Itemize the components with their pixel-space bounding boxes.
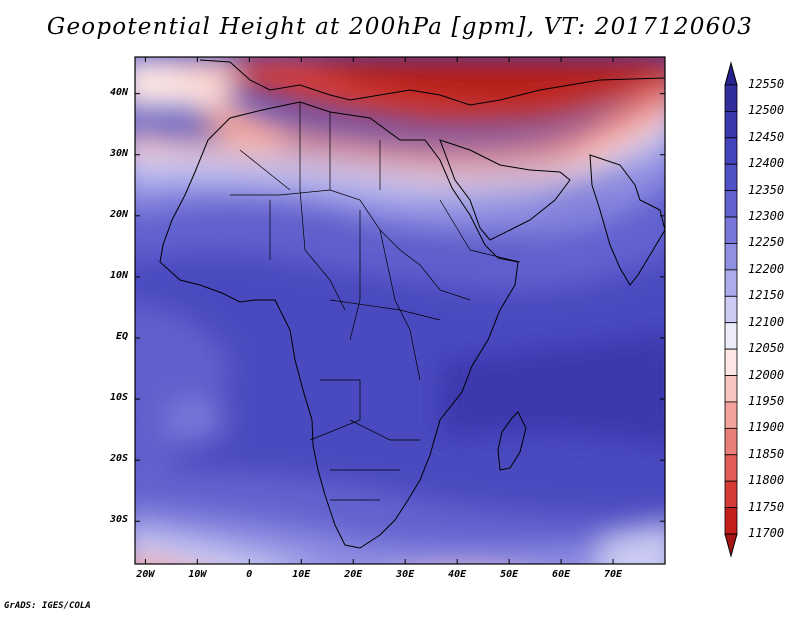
lon-tick-label: 40E: [448, 569, 467, 580]
colorbar-box: [724, 84, 738, 112]
credit-text: GrADS: IGES/COLA: [4, 601, 91, 611]
colorbar-level-label: 12150: [748, 288, 785, 303]
lon-tick-label: 10W: [188, 569, 207, 580]
colorbar-box: [724, 375, 738, 403]
colorbar-level-label: 11900: [748, 420, 785, 435]
colorbar-level-label: 11850: [748, 446, 785, 461]
colorbar-box: [724, 295, 738, 324]
map-title: Geopotential Height at 200hPa [gpm], VT:…: [46, 14, 754, 40]
colorbar-box: [724, 454, 738, 482]
lon-tick-label: 50E: [500, 569, 519, 580]
colorbar-level-label: 12350: [748, 182, 785, 197]
colorbar-level-label: 12450: [748, 129, 785, 144]
colorbar-box: [724, 137, 738, 165]
africa-coastline: [159, 101, 519, 549]
colorbar-box: [724, 111, 738, 139]
colorbar: [724, 61, 738, 558]
madagascar-coastline: [497, 411, 527, 471]
lon-tick-label: 20E: [344, 569, 363, 580]
colorbar-top-arrow: [724, 61, 738, 86]
colorbar-level-label: 12200: [748, 261, 785, 276]
lat-tick-label: 20S: [109, 453, 128, 465]
height-field: [135, 57, 665, 564]
colorbar-box: [724, 216, 738, 244]
europe-coastline: [199, 59, 665, 106]
lon-tick-label: 30E: [396, 569, 415, 580]
lon-tick-label: 10E: [292, 569, 311, 580]
colorbar-box: [724, 322, 738, 350]
lon-tick-label: 20W: [136, 569, 155, 580]
colorbar-box: [724, 348, 738, 376]
lat-tick-label: 10N: [109, 269, 128, 281]
colorbar-level-label: 12300: [748, 209, 785, 224]
colorbar-box: [724, 190, 738, 218]
colorbar-level-label: 11750: [748, 499, 785, 514]
colorbar-level-label: 11950: [748, 393, 785, 408]
lat-tick-label: 10S: [109, 392, 128, 404]
colorbar-box: [724, 269, 738, 297]
colorbar-box: [724, 243, 738, 271]
colorbar-level-label: 11700: [748, 526, 785, 540]
lon-tick-label: 60E: [552, 569, 571, 580]
colorbar-box: [724, 480, 738, 508]
colorbar-bottom-arrow: [724, 533, 738, 558]
coastlines: [159, 59, 665, 549]
lat-tick-label: EQ: [115, 330, 128, 342]
colorbar-box: [724, 401, 738, 429]
colorbar-level-label: 12050: [748, 341, 785, 356]
colorbar-box: [724, 427, 738, 456]
lat-tick-label: 40N: [109, 86, 128, 98]
colorbar-level-label: 12250: [748, 235, 785, 250]
colorbar-level-label: 11800: [748, 473, 785, 488]
lat-tick-label: 30S: [109, 514, 128, 526]
lat-tick-label: 20N: [109, 208, 128, 220]
colorbar-level-label: 12550: [748, 77, 785, 91]
colorbar-level-label: 12000: [748, 367, 785, 382]
colorbar-box: [724, 507, 738, 535]
lon-tick-label: 70E: [604, 569, 623, 580]
colorbar-level-label: 12100: [748, 314, 785, 329]
colorbar-level-label: 12500: [748, 103, 785, 118]
lat-tick-label: 30N: [109, 147, 128, 159]
country-borders: [230, 102, 521, 501]
colorbar-box: [724, 163, 738, 192]
lon-tick-label: 0: [246, 569, 253, 580]
arabia-coastline: [439, 139, 571, 241]
colorbar-level-label: 12400: [748, 156, 785, 171]
plot-frame: [134, 56, 666, 565]
india-coastline: [589, 154, 665, 286]
